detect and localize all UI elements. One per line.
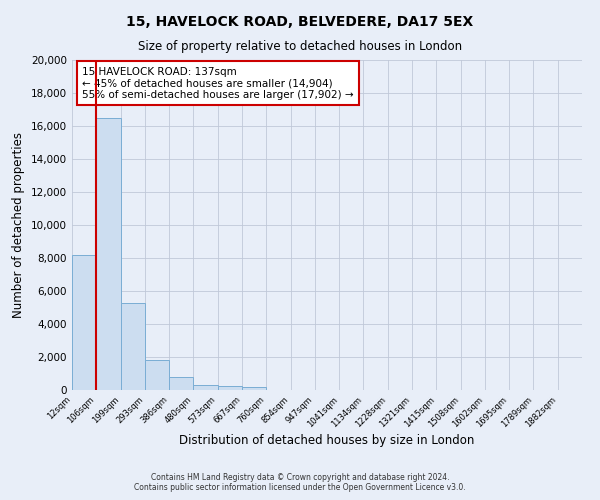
Text: 15 HAVELOCK ROAD: 137sqm
← 45% of detached houses are smaller (14,904)
55% of se: 15 HAVELOCK ROAD: 137sqm ← 45% of detach…: [82, 66, 354, 100]
Bar: [169, 377, 193, 390]
Bar: [121, 302, 145, 390]
X-axis label: Distribution of detached houses by size in London: Distribution of detached houses by size …: [179, 434, 475, 448]
Bar: [96, 118, 121, 390]
Text: 15, HAVELOCK ROAD, BELVEDERE, DA17 5EX: 15, HAVELOCK ROAD, BELVEDERE, DA17 5EX: [127, 15, 473, 29]
Bar: [145, 360, 169, 390]
Bar: [242, 387, 266, 390]
Text: Size of property relative to detached houses in London: Size of property relative to detached ho…: [138, 40, 462, 53]
Text: Contains HM Land Registry data © Crown copyright and database right 2024.
Contai: Contains HM Land Registry data © Crown c…: [134, 473, 466, 492]
Bar: [218, 386, 242, 390]
Y-axis label: Number of detached properties: Number of detached properties: [13, 132, 25, 318]
Bar: [193, 384, 218, 390]
Bar: [72, 254, 96, 390]
